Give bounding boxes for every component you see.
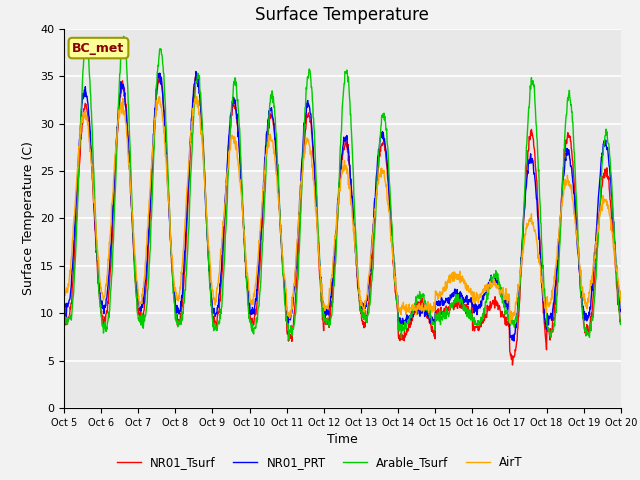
NR01_Tsurf [429,328,437,334]
AirT [193,94,200,99]
X-axis label: Time: Time [327,433,358,446]
AirT [246,297,254,303]
Arable_Tsurf [184,232,192,238]
NR01_PRT [552,283,559,289]
AirT [184,175,191,181]
Line: Arable_Tsurf: Arable_Tsurf [64,36,621,340]
NR01_PRT [502,299,509,304]
NR01_Tsurf [246,318,254,324]
Arable_Tsurf [552,312,559,318]
NR01_Tsurf [156,71,163,76]
Arable_Tsurf [285,337,293,343]
Arable_Tsurf [171,301,179,307]
NR01_PRT [510,338,518,344]
AirT [617,299,625,305]
Arable_Tsurf [120,34,127,39]
AirT [170,286,178,291]
AirT [552,265,559,271]
NR01_PRT [170,289,178,295]
NR01_PRT [184,189,191,194]
Arable_Tsurf [60,313,68,319]
Line: NR01_Tsurf: NR01_Tsurf [64,73,621,365]
NR01_PRT [192,69,200,74]
AirT [506,320,514,326]
NR01_PRT [617,309,625,314]
Arable_Tsurf [502,310,510,316]
NR01_Tsurf [60,306,68,312]
Line: NR01_PRT: NR01_PRT [64,72,621,341]
AirT [429,305,437,311]
Arable_Tsurf [429,319,437,325]
AirT [60,282,68,288]
NR01_PRT [429,320,437,325]
Title: Surface Temperature: Surface Temperature [255,6,429,24]
Line: AirT: AirT [64,96,621,323]
NR01_Tsurf [502,314,509,320]
NR01_Tsurf [617,317,625,323]
NR01_PRT [246,308,254,314]
AirT [502,286,509,291]
NR01_Tsurf [171,302,179,308]
Legend: NR01_Tsurf, NR01_PRT, Arable_Tsurf, AirT: NR01_Tsurf, NR01_PRT, Arable_Tsurf, AirT [112,452,528,474]
Y-axis label: Surface Temperature (C): Surface Temperature (C) [22,142,35,295]
NR01_Tsurf [509,362,516,368]
NR01_Tsurf [184,197,192,203]
Arable_Tsurf [246,318,254,324]
Text: BC_met: BC_met [72,42,125,55]
NR01_Tsurf [552,301,559,307]
Arable_Tsurf [617,321,625,327]
NR01_PRT [60,299,68,305]
